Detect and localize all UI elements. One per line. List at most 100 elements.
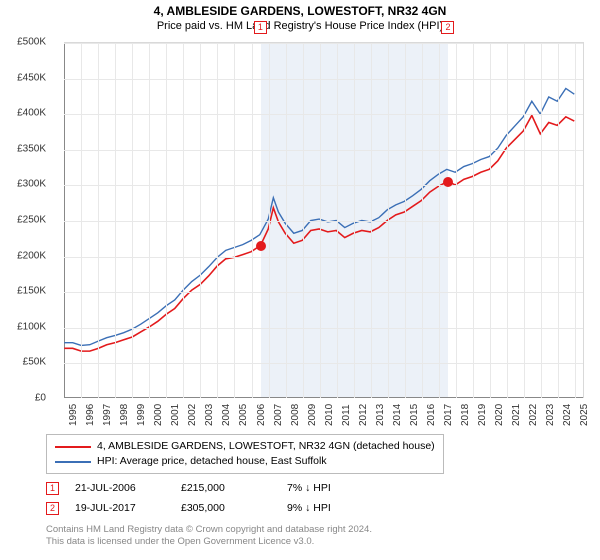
sale-delta: 9% ↓ HPI xyxy=(287,502,377,514)
x-tick-label: 1997 xyxy=(102,404,113,426)
x-tick-label: 2025 xyxy=(579,404,590,426)
x-tick-label: 2008 xyxy=(290,404,301,426)
gridline-v xyxy=(456,43,457,398)
gridline-v xyxy=(439,43,440,398)
gridline-v xyxy=(200,43,201,398)
gridline-v xyxy=(217,43,218,398)
gridline-v xyxy=(234,43,235,398)
legend-swatch-hpi xyxy=(55,461,91,463)
x-tick-label: 2015 xyxy=(409,404,420,426)
gridline-v xyxy=(98,43,99,398)
y-tick-label: £0 xyxy=(35,393,46,404)
footer: Contains HM Land Registry data © Crown c… xyxy=(46,524,592,548)
gridline-v xyxy=(320,43,321,398)
y-tick-label: £50K xyxy=(23,357,46,368)
gridline-h xyxy=(64,292,583,293)
gridline-v xyxy=(166,43,167,398)
x-tick-label: 2024 xyxy=(562,404,573,426)
gridline-v xyxy=(524,43,525,398)
x-tick-label: 1995 xyxy=(68,404,79,426)
x-tick-label: 2018 xyxy=(460,404,471,426)
x-tick-label: 2023 xyxy=(545,404,556,426)
x-tick-label: 2009 xyxy=(307,404,318,426)
gridline-v xyxy=(303,43,304,398)
gridline-v xyxy=(252,43,253,398)
x-tick-label: 2012 xyxy=(358,404,369,426)
gridline-h xyxy=(64,328,583,329)
y-tick-label: £500K xyxy=(17,37,46,48)
y-tick-label: £300K xyxy=(17,179,46,190)
gridline-v xyxy=(354,43,355,398)
x-tick-label: 2002 xyxy=(187,404,198,426)
x-tick-label: 2022 xyxy=(528,404,539,426)
gridline-v xyxy=(405,43,406,398)
x-tick-label: 2013 xyxy=(375,404,386,426)
y-tick-label: £350K xyxy=(17,143,46,154)
x-tick-label: 2021 xyxy=(511,404,522,426)
gridline-h xyxy=(64,363,583,364)
gridline-v xyxy=(490,43,491,398)
gridline-h xyxy=(64,79,583,80)
sale-date: 19-JUL-2017 xyxy=(75,502,165,514)
sale-marker-dot xyxy=(256,241,266,251)
legend: 4, AMBLESIDE GARDENS, LOWESTOFT, NR32 4G… xyxy=(46,434,444,474)
sale-row: 121-JUL-2006£215,0007% ↓ HPI xyxy=(46,478,592,498)
x-tick-label: 2014 xyxy=(392,404,403,426)
sale-marker-dot xyxy=(443,177,453,187)
gridline-v xyxy=(115,43,116,398)
sale-price: £215,000 xyxy=(181,482,271,494)
sale-marker-box: 1 xyxy=(254,21,267,34)
chart-subtitle: Price paid vs. HM Land Registry's House … xyxy=(8,20,592,32)
legend-label-hpi: HPI: Average price, detached house, East… xyxy=(97,454,327,469)
x-tick-label: 2003 xyxy=(204,404,215,426)
x-tick-label: 2010 xyxy=(324,404,335,426)
gridline-v xyxy=(337,43,338,398)
gridline-v xyxy=(473,43,474,398)
x-tick-label: 2004 xyxy=(221,404,232,426)
legend-swatch-property xyxy=(55,446,91,448)
legend-label-property: 4, AMBLESIDE GARDENS, LOWESTOFT, NR32 4G… xyxy=(97,439,435,454)
gridline-v xyxy=(132,43,133,398)
x-tick-label: 2005 xyxy=(238,404,249,426)
x-tick-label: 2020 xyxy=(494,404,505,426)
sale-index-box: 2 xyxy=(46,502,59,515)
sale-row: 2 19-JUL-2017 £305,000 9% ↓ HPI xyxy=(46,498,592,518)
gridline-v xyxy=(575,43,576,398)
sale-price: £305,000 xyxy=(181,502,271,514)
gridline-v xyxy=(422,43,423,398)
sale-delta: 7% ↓ HPI xyxy=(287,482,377,494)
chart-title: 4, AMBLESIDE GARDENS, LOWESTOFT, NR32 4G… xyxy=(8,4,592,18)
y-tick-label: £100K xyxy=(17,321,46,332)
x-tick-label: 2007 xyxy=(273,404,284,426)
gridline-h xyxy=(64,114,583,115)
gridline-h xyxy=(64,150,583,151)
x-tick-label: 1999 xyxy=(136,404,147,426)
sales-table: 121-JUL-2006£215,0007% ↓ HPI219-JUL-2017… xyxy=(46,478,592,518)
gridline-v xyxy=(507,43,508,398)
x-tick-label: 2011 xyxy=(341,404,352,426)
gridline-h xyxy=(64,185,583,186)
y-tick-label: £200K xyxy=(17,250,46,261)
legend-row: 4, AMBLESIDE GARDENS, LOWESTOFT, NR32 4G… xyxy=(55,439,435,454)
gridline-v xyxy=(286,43,287,398)
y-tick-label: £250K xyxy=(17,215,46,226)
x-tick-label: 2016 xyxy=(426,404,437,426)
gridline-v xyxy=(558,43,559,398)
gridline-v xyxy=(541,43,542,398)
x-tick-label: 2017 xyxy=(443,404,454,426)
y-tick-label: £450K xyxy=(17,72,46,83)
legend-row: HPI: Average price, detached house, East… xyxy=(55,454,435,469)
gridline-v xyxy=(149,43,150,398)
x-tick-label: 1998 xyxy=(119,404,130,426)
plot-area: 12 xyxy=(64,42,584,398)
y-tick-label: £400K xyxy=(17,108,46,119)
gridline-h xyxy=(64,43,583,44)
x-tick-label: 2001 xyxy=(170,404,181,426)
gridline-v xyxy=(269,43,270,398)
gridline-h xyxy=(64,221,583,222)
sale-marker-box: 2 xyxy=(441,21,454,34)
chart-area: 12 £0£50K£100K£150K£200K£250K£300K£350K£… xyxy=(8,38,592,428)
footer-line: This data is licensed under the Open Gov… xyxy=(46,536,592,548)
chart-container: 4, AMBLESIDE GARDENS, LOWESTOFT, NR32 4G… xyxy=(0,0,600,560)
gridline-v xyxy=(388,43,389,398)
